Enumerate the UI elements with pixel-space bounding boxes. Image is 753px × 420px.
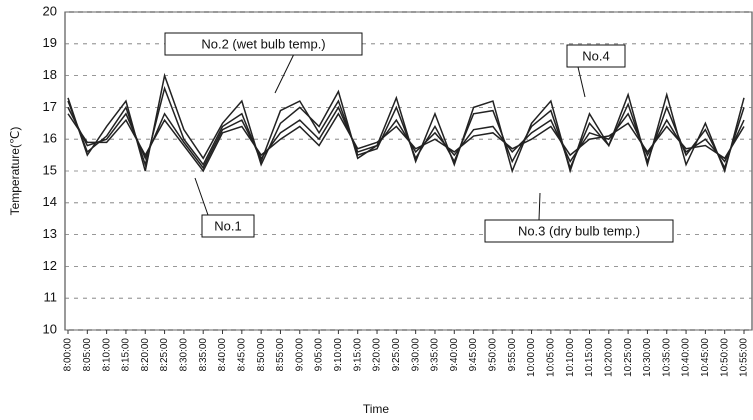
callout-arrow	[194, 177, 209, 216]
x-tick-label: 10:30:00	[642, 338, 653, 377]
x-tick-label: 10:10:00	[565, 338, 576, 377]
x-tick-label: 9:50:00	[488, 338, 499, 372]
x-tick-label: 8:40:00	[217, 338, 228, 372]
legend-label: No.2 (wet bulb temp.)	[201, 36, 325, 51]
x-tick-label: 9:20:00	[372, 338, 383, 372]
x-axis-label: Time	[363, 402, 390, 416]
x-tick-label: 10:25:00	[623, 338, 634, 377]
legend-box	[566, 44, 626, 68]
y-tick-label: 18	[43, 67, 57, 82]
x-tick-label: 9:35:00	[430, 338, 441, 372]
x-tick-label: 10:15:00	[584, 338, 595, 377]
x-tick-label: 9:45:00	[468, 338, 479, 372]
y-tick-label: 17	[43, 99, 57, 114]
x-tick-label: 10:20:00	[603, 338, 614, 377]
legend-box	[164, 32, 363, 56]
x-tick-label: 10:00:00	[526, 338, 537, 377]
series-line	[67, 72, 745, 174]
y-tick-label: 10	[43, 321, 57, 336]
callout-arrow	[577, 66, 586, 98]
y-tick-label: 11	[44, 290, 58, 305]
x-tick-label: 10:35:00	[661, 338, 672, 377]
y-tick-label: 20	[43, 3, 57, 18]
x-tick-label: 8:30:00	[179, 338, 190, 372]
x-tick-label: 8:55:00	[275, 338, 286, 372]
x-tick-label: 8:50:00	[256, 338, 267, 372]
legend-box	[484, 219, 674, 243]
x-tick-label: 8:10:00	[101, 338, 112, 372]
series-line	[67, 112, 745, 173]
y-tick-label: 15	[43, 162, 57, 177]
x-tick-label: 9:25:00	[391, 338, 402, 372]
x-tick-label: 9:55:00	[507, 338, 518, 372]
legend-box	[201, 214, 255, 238]
x-tick-label: 9:10:00	[333, 338, 344, 372]
legend-label: No.4	[582, 48, 609, 63]
y-tick-label: 14	[43, 194, 57, 209]
x-tick-label: 8:05:00	[82, 338, 93, 372]
x-tick-label: 10:50:00	[719, 338, 730, 377]
x-tick-label: 10:55:00	[739, 338, 750, 377]
x-tick-label: 10:45:00	[700, 338, 711, 377]
x-tick-label: 9:40:00	[449, 338, 460, 372]
callout-arrow	[538, 192, 541, 221]
x-tick-label: 9:05:00	[314, 338, 325, 372]
y-tick-label: 16	[43, 131, 57, 146]
y-tick-label: 13	[43, 226, 57, 241]
x-tick-label: 8:20:00	[140, 338, 151, 372]
y-tick-label: 19	[43, 35, 57, 50]
legend-label: No.3 (dry bulb temp.)	[518, 223, 640, 238]
callout-arrow	[274, 54, 294, 94]
series-line	[67, 105, 745, 170]
x-tick-label: 8:15:00	[121, 338, 132, 372]
x-tick-label: 8:25:00	[159, 338, 170, 372]
x-tick-label: 9:00:00	[294, 338, 305, 372]
x-tick-label: 10:05:00	[545, 338, 556, 377]
x-tick-label: 10:40:00	[681, 338, 692, 377]
x-tick-label: 8:45:00	[236, 338, 247, 372]
x-tick-label: 8:00:00	[63, 338, 74, 372]
x-tick-label: 8:35:00	[198, 338, 209, 372]
x-tick-label: 9:15:00	[352, 338, 363, 372]
y-axis-label: Temperature(℃)	[8, 127, 22, 216]
series-line	[67, 85, 745, 170]
legend-label: No.1	[214, 218, 241, 233]
x-tick-label: 9:30:00	[410, 338, 421, 372]
y-tick-label: 12	[43, 258, 57, 273]
